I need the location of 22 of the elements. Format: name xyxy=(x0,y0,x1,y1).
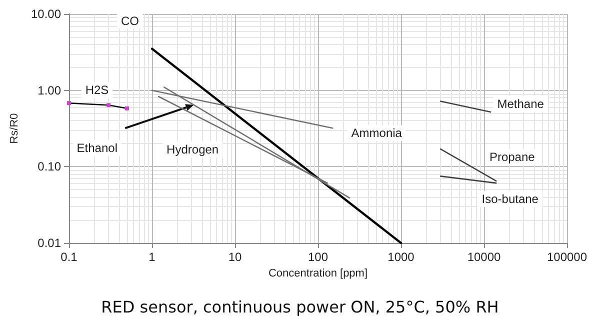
y-tick-label: 1.00 xyxy=(38,83,62,98)
x-tick-label: 1 xyxy=(148,250,156,264)
x-tick-label: 0.1 xyxy=(60,250,78,264)
y-axis-title: Rs/R0 xyxy=(8,113,21,144)
series-label: Hydrogen xyxy=(166,142,219,157)
y-tick-label: 0.01 xyxy=(38,236,62,250)
text: RED sensor, continuous power ON, 25°C, 50% RH xyxy=(101,298,499,316)
text: CO xyxy=(121,14,139,28)
series-label: Propane xyxy=(489,150,536,164)
x-tick-label: 100 xyxy=(308,250,328,264)
series-label: Ammonia xyxy=(351,126,402,140)
y-tick-label: 10.00 xyxy=(30,7,62,21)
series-label: Iso-butane xyxy=(482,192,539,206)
text: Ethanol xyxy=(76,141,118,156)
x-tick-label: 10000 xyxy=(467,250,502,264)
series-label: Methane xyxy=(497,97,544,112)
x-tick-label: 10 xyxy=(228,250,242,264)
y-tick-label: 0.10 xyxy=(38,160,62,174)
x-tick-label: 100000 xyxy=(546,250,588,264)
x-axis-title: Concentration [ppm] xyxy=(268,267,368,280)
x-tick-label: 1000 xyxy=(388,250,415,264)
series-label: H2S xyxy=(85,83,109,98)
